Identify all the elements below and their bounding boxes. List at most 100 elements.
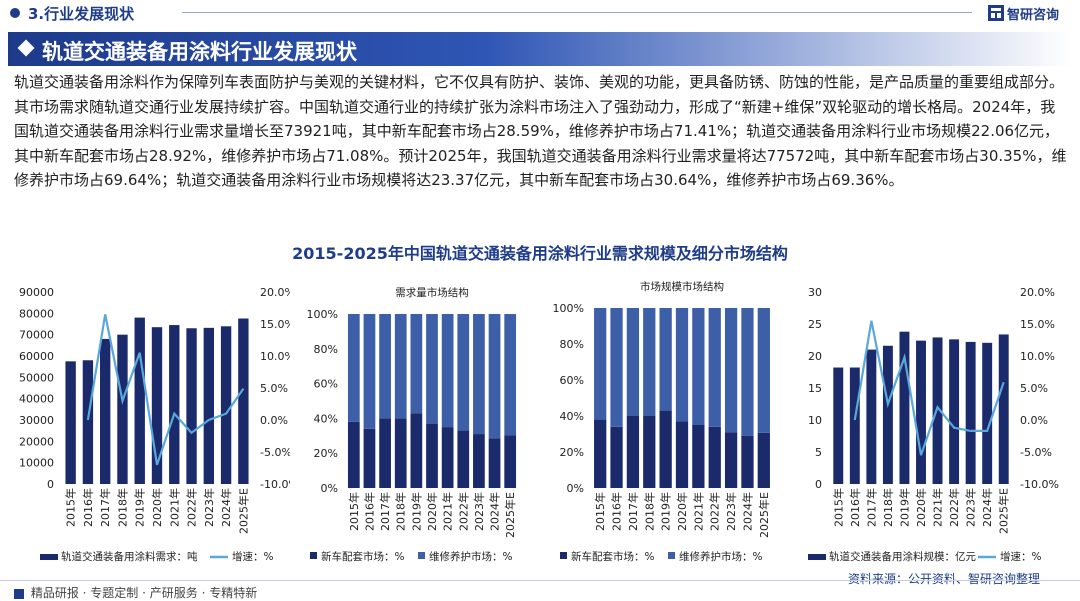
y2-tick-label: 20.0% — [260, 286, 290, 299]
x-tick-label: 2018年 — [394, 492, 408, 531]
bar-new-vehicle — [643, 416, 656, 488]
y2-tick-label: -5.0% — [260, 446, 290, 459]
bar-maintenance — [626, 308, 640, 416]
y2-tick-label: 0.0% — [1020, 414, 1048, 427]
bar-maintenance — [379, 314, 391, 419]
y2-tick-label: -10.0% — [260, 478, 290, 491]
bar-new-vehicle — [504, 435, 517, 488]
bar-new-vehicle — [757, 432, 770, 488]
y-tick-label: 100% — [307, 308, 338, 321]
x-tick-label: 2023年 — [202, 488, 216, 527]
bar-maintenance — [426, 314, 438, 424]
y2-tick-label: 5.0% — [1020, 382, 1048, 395]
y-tick-label: 40000 — [19, 393, 54, 406]
x-tick-label: 2021年 — [691, 492, 705, 531]
y2-tick-label: 0.0% — [260, 414, 288, 427]
y-tick-label: 60% — [560, 374, 584, 387]
footer-item[interactable]: 产研服务 — [149, 586, 198, 600]
x-tick-label: 2025年E — [236, 488, 250, 534]
y-tick-label: 80% — [314, 343, 338, 356]
bar — [169, 325, 180, 484]
bar — [998, 334, 1009, 484]
legend-bar-swatch — [808, 554, 826, 560]
legend-label: 轨道交通装备用涂料规模：亿元 — [829, 550, 976, 563]
x-tick-label: 2017年 — [864, 488, 878, 527]
x-tick-label: 2016年 — [610, 492, 624, 531]
y-tick-label: 20000 — [19, 435, 54, 448]
x-tick-label: 2017年 — [626, 492, 640, 531]
chart-title: 市场规模市场结构 — [640, 280, 724, 293]
bar-maintenance — [594, 308, 607, 420]
footer-item[interactable]: 精品研报 — [30, 586, 79, 600]
bar-new-vehicle — [626, 416, 640, 488]
y-tick-label: 70000 — [19, 329, 54, 342]
bar-new-vehicle — [488, 438, 501, 488]
bar-new-vehicle — [610, 426, 623, 488]
x-tick-label: 2015年 — [347, 492, 361, 531]
bar — [949, 339, 960, 484]
bar-maintenance — [504, 314, 517, 436]
y-tick-label: 100% — [553, 302, 584, 315]
x-tick-label: 2018年 — [881, 488, 895, 527]
footer-square-icon — [14, 588, 24, 599]
source-note: 资料来源：公开资料、智研咨询整理 — [847, 572, 1040, 586]
x-tick-label: 2020年 — [914, 488, 928, 527]
demand-volume-chart: 0 10000 20000 30000 40000 50000 60000 70000 8000… — [19, 286, 290, 563]
title-banner: 轨道交通装备用涂料行业发展现状 — [8, 32, 1072, 66]
bar — [220, 326, 232, 484]
bar-maintenance — [488, 314, 501, 439]
bar-new-vehicle — [724, 432, 738, 488]
y2-tick-label: 5.0% — [260, 382, 288, 395]
bar-new-vehicle — [363, 428, 376, 488]
x-tick-label: 2015年 — [64, 488, 78, 527]
x-tick-label: 2020年 — [675, 492, 689, 531]
bar-new-vehicle — [394, 418, 407, 488]
legend-swatch — [418, 552, 425, 559]
x-tick-label: 2019年 — [133, 488, 147, 527]
legend-swatch — [310, 552, 317, 559]
bar-new-vehicle — [473, 434, 485, 488]
x-tick-label: 2019年 — [659, 492, 673, 531]
banner-title: 轨道交通装备用涂料行业发展现状 — [42, 40, 357, 64]
bar-new-vehicle — [347, 421, 360, 488]
x-tick-label: 2015年 — [831, 488, 845, 527]
x-tick-label: 2024年 — [488, 492, 502, 531]
bar-new-vehicle — [659, 410, 672, 488]
bar — [916, 340, 926, 484]
x-tick-label: 2024年 — [980, 488, 994, 527]
legend-swatch — [560, 552, 567, 559]
y-tick-label: 60% — [314, 378, 338, 391]
diamond-icon — [17, 39, 35, 57]
section-title: 3.行业发展现状 — [28, 5, 135, 23]
bar-new-vehicle — [426, 423, 438, 488]
bar — [203, 327, 214, 484]
bar — [82, 360, 94, 484]
market-structure-chart: 市场规模市场结构 0% 20% 40% 60% 80% 100% 2015年 2016年 2017… — [553, 280, 771, 563]
bar-new-vehicle — [692, 425, 705, 488]
x-tick-label: 2015年 — [593, 492, 607, 531]
bar — [134, 317, 145, 484]
x-tick-label: 2024年 — [219, 488, 233, 527]
legend-swatch — [668, 552, 675, 559]
y-tick-label: 10 — [808, 414, 822, 427]
x-tick-label: 2016年 — [362, 492, 376, 531]
section-bullet — [10, 8, 20, 18]
brand-name: 智研咨询 — [1007, 8, 1060, 23]
footer-item[interactable]: 专精特新 — [209, 586, 258, 600]
y-tick-label: 0% — [321, 482, 338, 495]
legend-bar-swatch — [40, 554, 58, 560]
x-tick-label: 2023年 — [964, 488, 978, 527]
x-tick-label: 2022年 — [708, 492, 722, 531]
x-tick-label: 2025年E — [997, 488, 1011, 534]
top-bar: 3.行业发展现状 智研咨询 — [0, 0, 1080, 26]
y2-tick-label: 20.0% — [1020, 286, 1055, 299]
bar-maintenance — [347, 314, 360, 422]
footer-item[interactable]: 专题定制 — [90, 586, 139, 600]
bar — [866, 349, 877, 484]
x-tick-label: 2018年 — [642, 492, 656, 531]
y-tick-label: 30 — [808, 286, 822, 299]
bar-maintenance — [410, 314, 423, 414]
bar — [151, 327, 163, 484]
y-tick-label: 40% — [314, 412, 338, 425]
legend-label: 增速：% — [1000, 550, 1041, 563]
